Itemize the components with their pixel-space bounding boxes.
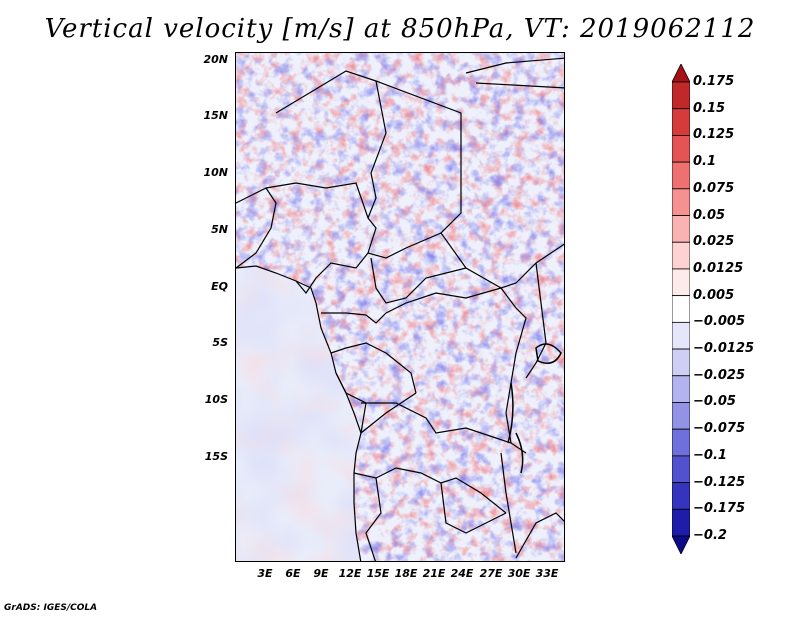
colorbar-tick-label: −0.2 [693, 528, 727, 543]
grads-credit: GrADS: IGES/COLA [4, 603, 98, 613]
lon-label: 24E [450, 567, 474, 580]
lat-label: 10N [203, 166, 228, 179]
lon-label: 18E [394, 567, 418, 580]
lakes [507, 343, 562, 474]
colorbar-tick-label: 0.0125 [693, 260, 744, 276]
lon-label: 12E [338, 567, 362, 580]
colorbar-tick-label: −0.05 [693, 394, 736, 410]
colorbar-tick-label: 0.1 [693, 154, 717, 170]
colorbar-tick-label: 0.125 [693, 127, 735, 143]
lon-label: 21E [422, 567, 446, 580]
lat-label: 10S [204, 393, 228, 406]
colorbar-tick-label: 0.025 [693, 234, 735, 250]
lat-label: 20N [203, 53, 228, 66]
lat-label: 15S [204, 450, 228, 463]
colorbar-tick-label: −0.175 [693, 501, 746, 517]
lon-label: 3E [257, 567, 273, 580]
colorbar-top-arrow [671, 63, 691, 83]
colorbar-tick-label: 0.15 [693, 100, 726, 116]
colorbar-swatch [671, 428, 691, 457]
colorbar-tick-label: 0.175 [693, 74, 735, 89]
map-title: Vertical velocity [m/s] at 850hPa, VT: 2… [44, 14, 756, 44]
colorbar-swatch [671, 455, 691, 483]
lon-label: 6E [285, 567, 301, 580]
colorbar-swatch [671, 161, 691, 190]
lon-label: 33E [535, 567, 559, 580]
colorbar-tick-label: 0.05 [693, 207, 726, 223]
colorbar-swatch [671, 482, 691, 510]
colorbar-swatch [671, 135, 691, 163]
lon-label: 15E [366, 567, 390, 580]
lon-label: 30E [507, 567, 531, 580]
colorbar [671, 63, 691, 555]
colorbar-tick-label: 0.005 [693, 287, 735, 303]
colorbar-swatch [671, 348, 691, 377]
colorbar-tick-label: −0.1 [693, 447, 727, 463]
colorbar-bottom-arrow [671, 535, 691, 555]
colorbar-swatch [671, 402, 691, 430]
lon-label: 27E [479, 567, 503, 580]
lon-label: 9E [313, 567, 329, 580]
colorbar-swatch [671, 268, 691, 297]
map-panel [235, 52, 565, 562]
colorbar-swatch [671, 295, 691, 323]
colorbar-tick-label: −0.0125 [693, 341, 755, 357]
colorbar-swatch [671, 215, 691, 243]
vertical-velocity-field [236, 53, 564, 561]
lat-label: 5S [212, 336, 228, 349]
colorbar-swatch [671, 321, 691, 350]
colorbar-swatch [671, 81, 691, 110]
lat-label: 15N [203, 109, 228, 122]
lat-label: 5N [211, 223, 228, 236]
colorbar-swatch [671, 188, 691, 216]
colorbar-tick-label: 0.075 [693, 180, 735, 196]
colorbar-tick-label: −0.075 [693, 421, 746, 437]
colorbar-tick-label: −0.005 [693, 314, 746, 330]
colorbar-tick-label: −0.025 [693, 367, 746, 383]
colorbar-swatch [671, 375, 691, 403]
colorbar-swatch [671, 508, 691, 537]
colorbar-swatches [671, 63, 691, 555]
colorbar-swatch [671, 241, 691, 270]
colorbar-tick-label: −0.125 [693, 474, 746, 490]
lat-label: EQ [211, 280, 228, 293]
colorbar-swatch [671, 108, 691, 136]
